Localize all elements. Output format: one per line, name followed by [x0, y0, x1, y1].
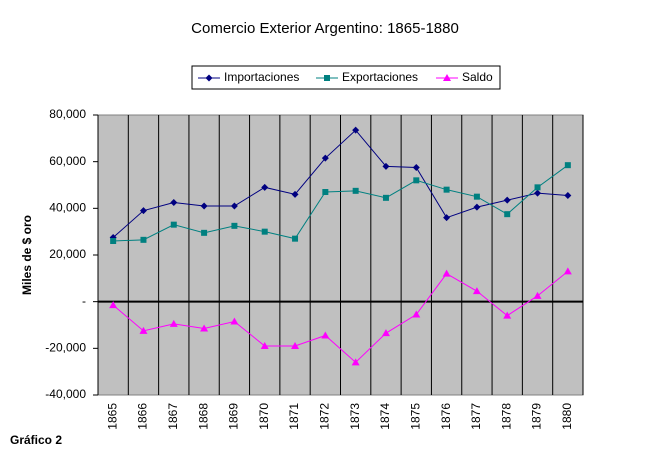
marker	[412, 310, 421, 318]
x-tick-label: 1876	[439, 403, 453, 430]
legend-label: Saldo	[462, 70, 493, 84]
series-line	[112, 270, 569, 364]
marker	[261, 228, 268, 235]
y-tick-label: -	[82, 294, 86, 308]
y-tick-label: 60,000	[49, 154, 86, 168]
marker	[324, 75, 330, 81]
y-tick-label: 80,000	[49, 107, 86, 121]
marker	[534, 189, 542, 197]
marker	[351, 358, 360, 366]
marker	[503, 311, 512, 319]
marker	[291, 342, 300, 349]
marker	[205, 74, 213, 82]
x-tick-label: 1871	[287, 403, 301, 430]
marker	[170, 199, 178, 206]
marker	[472, 287, 481, 295]
marker	[503, 196, 511, 204]
marker	[443, 186, 450, 193]
chart-title: Comercio Exterior Argentino: 1865-1880	[191, 20, 459, 37]
x-tick-label: 1866	[136, 403, 150, 430]
y-tick-label: -40,000	[45, 387, 86, 401]
marker	[292, 235, 299, 242]
x-tick-label: 1872	[318, 403, 332, 430]
y-axis-title: Miles de $ oro	[20, 215, 34, 295]
marker	[200, 202, 208, 210]
marker	[200, 324, 209, 332]
marker	[381, 329, 390, 337]
marker	[443, 214, 451, 222]
marker	[230, 202, 238, 210]
series-line	[113, 164, 569, 242]
marker	[442, 269, 451, 277]
legend-label: Exportaciones	[342, 70, 418, 84]
marker	[139, 207, 147, 215]
x-tick-label: 1878	[499, 403, 513, 430]
legend-box	[191, 65, 501, 90]
marker	[201, 229, 208, 236]
x-tick-label: 1874	[378, 403, 392, 430]
marker	[322, 189, 329, 195]
x-tick-label: 1870	[257, 403, 271, 430]
x-tick-label: 1880	[560, 403, 574, 430]
marker	[230, 317, 239, 325]
marker	[169, 319, 178, 327]
marker	[321, 331, 330, 339]
x-tick-label: 1867	[166, 403, 180, 430]
marker	[504, 211, 511, 218]
marker	[260, 342, 269, 349]
x-tick-label: 1868	[196, 403, 210, 430]
marker	[291, 190, 299, 198]
marker	[109, 301, 118, 309]
y-tick-label: 40,000	[49, 201, 86, 215]
marker	[533, 291, 542, 299]
x-tick-label: 1877	[469, 403, 483, 430]
series-line	[112, 129, 568, 238]
marker	[352, 126, 360, 134]
legend-label: Importaciones	[224, 70, 299, 84]
marker	[231, 222, 238, 229]
annotation: Gráfico 2	[10, 433, 62, 447]
marker	[443, 74, 451, 81]
marker	[473, 203, 481, 211]
y-tick-label: -20,000	[45, 341, 86, 355]
marker	[473, 193, 480, 200]
x-tick-label: 1875	[408, 403, 422, 430]
x-tick-label: 1865	[105, 403, 119, 430]
marker	[140, 236, 147, 243]
x-tick-label: 1873	[348, 403, 362, 430]
marker	[382, 194, 389, 201]
marker	[170, 221, 177, 228]
marker	[352, 187, 359, 194]
y-tick-label: 20,000	[49, 247, 86, 261]
marker	[564, 162, 571, 169]
marker	[382, 162, 390, 170]
marker	[564, 192, 572, 199]
x-tick-label: 1879	[530, 403, 544, 430]
marker	[321, 154, 329, 162]
marker	[563, 267, 572, 275]
marker	[412, 164, 420, 171]
marker	[110, 238, 117, 244]
marker	[261, 183, 269, 191]
marker	[413, 177, 420, 184]
marker	[139, 326, 148, 334]
x-tick-label: 1869	[227, 403, 241, 430]
marker	[534, 184, 541, 191]
